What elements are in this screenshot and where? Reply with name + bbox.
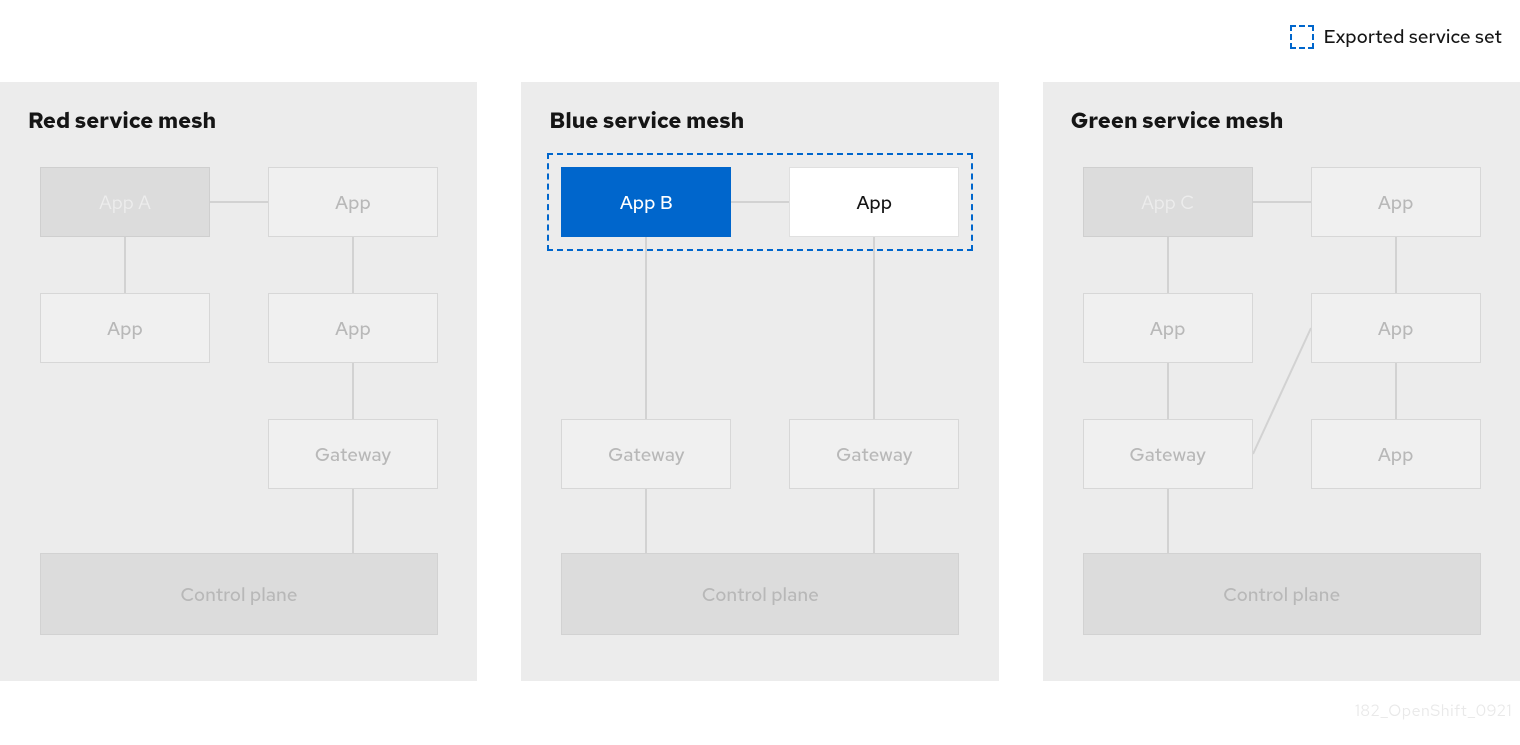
control-plane-green-ctrl: Control plane xyxy=(1083,553,1481,635)
app-node-green-appR3: App xyxy=(1311,419,1481,489)
app-node-blue-appB: App B xyxy=(561,167,731,237)
app-node-blue-appR1: App xyxy=(789,167,959,237)
watermark: 182_OpenShift_0921 xyxy=(1355,700,1512,721)
app-node-red-appA: App A xyxy=(40,167,210,237)
app-node-red-appR2: App xyxy=(268,293,438,363)
app-node-blue-gwL: Gateway xyxy=(561,419,731,489)
mesh-title: Green service mesh xyxy=(1071,106,1492,135)
app-node-red-appL2: App xyxy=(40,293,210,363)
app-node-red-appR1: App xyxy=(268,167,438,237)
legend-label: Exported service set xyxy=(1324,24,1502,49)
app-node-green-gw: Gateway xyxy=(1083,419,1253,489)
app-node-green-appL2: App xyxy=(1083,293,1253,363)
app-node-green-appC: App C xyxy=(1083,167,1253,237)
app-node-blue-gwR: Gateway xyxy=(789,419,959,489)
mesh-row: Red service mesh App A App App App Gateway Con… xyxy=(0,82,1520,681)
legend: Exported service set xyxy=(1290,24,1502,49)
app-node-red-gw: Gateway xyxy=(268,419,438,489)
app-node-green-appR1: App xyxy=(1311,167,1481,237)
mesh-title: Blue service mesh xyxy=(549,106,970,135)
mesh-panel-blue: Blue service mesh App B App Gateway Gateway C… xyxy=(521,82,998,681)
mesh-panel-green: Green service meshApp CAppAppAppGatewayA… xyxy=(1043,82,1520,681)
mesh-body: App A App App App Gateway Control plane xyxy=(28,153,449,653)
mesh-body: App B App Gateway Gateway Control plane xyxy=(549,153,970,653)
app-node-green-appR2: App xyxy=(1311,293,1481,363)
legend-swatch xyxy=(1290,25,1314,49)
mesh-body: App C App App App Gateway App Control plane xyxy=(1071,153,1492,653)
mesh-title: Red service mesh xyxy=(28,106,449,135)
control-plane-red-ctrl: Control plane xyxy=(40,553,438,635)
mesh-panel-red: Red service mesh App A App App App Gateway Con… xyxy=(0,82,477,681)
control-plane-blue-ctrl: Control plane xyxy=(561,553,959,635)
